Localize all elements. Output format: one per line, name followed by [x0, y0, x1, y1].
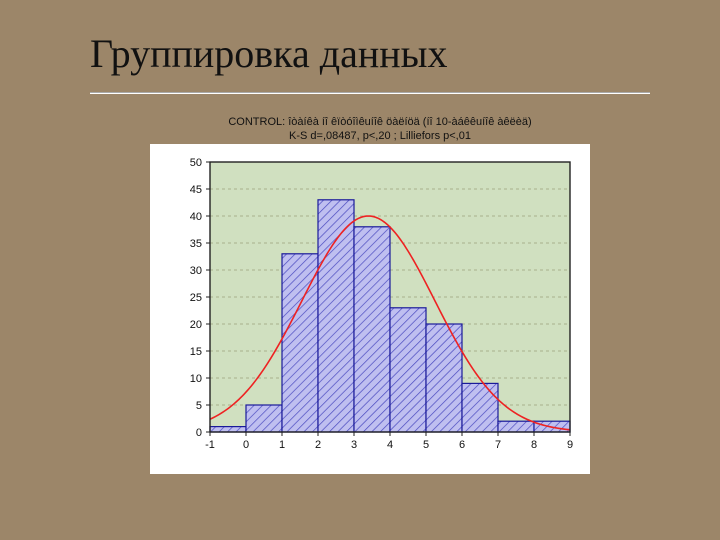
svg-text:0: 0 — [243, 439, 249, 451]
svg-text:45: 45 — [190, 184, 202, 196]
svg-text:30: 30 — [190, 265, 202, 277]
chart-title: CONTROL: îòàíêà íî êïòóîìêuíîê öàëíöä (í… — [150, 115, 610, 144]
svg-text:15: 15 — [190, 346, 202, 358]
svg-text:40: 40 — [190, 211, 202, 223]
svg-text:8: 8 — [531, 439, 537, 451]
svg-text:25: 25 — [190, 292, 202, 304]
chart-title-line1: CONTROL: îòàíêà íî êïòóîìêuíîê öàëíöä (í… — [150, 115, 610, 129]
svg-text:2: 2 — [315, 439, 321, 451]
svg-text:4: 4 — [387, 439, 393, 451]
title-divider — [90, 92, 650, 93]
svg-text:20: 20 — [190, 319, 202, 331]
svg-text:7: 7 — [495, 439, 501, 451]
slide-title: Группировка данных — [90, 30, 448, 77]
svg-text:1: 1 — [279, 439, 285, 451]
svg-text:5: 5 — [196, 400, 202, 412]
svg-text:0: 0 — [196, 427, 202, 439]
svg-text:35: 35 — [190, 238, 202, 250]
svg-text:-1: -1 — [205, 439, 215, 451]
svg-text:6: 6 — [459, 439, 465, 451]
svg-text:9: 9 — [567, 439, 573, 451]
slide: Группировка данных CONTROL: îòàíêà íî êï… — [0, 0, 720, 540]
svg-text:5: 5 — [423, 439, 429, 451]
histogram-chart: 05101520253035404550-10123456789 — [150, 144, 590, 474]
chart-panel: CONTROL: îòàíêà íî êïòóîìêuíîê öàëíöä (í… — [150, 115, 610, 495]
chart-title-line2: K-S d=,08487, p<,20 ; Lilliefors p<,01 — [150, 129, 610, 143]
svg-text:3: 3 — [351, 439, 357, 451]
svg-text:50: 50 — [190, 157, 202, 169]
svg-text:10: 10 — [190, 373, 202, 385]
